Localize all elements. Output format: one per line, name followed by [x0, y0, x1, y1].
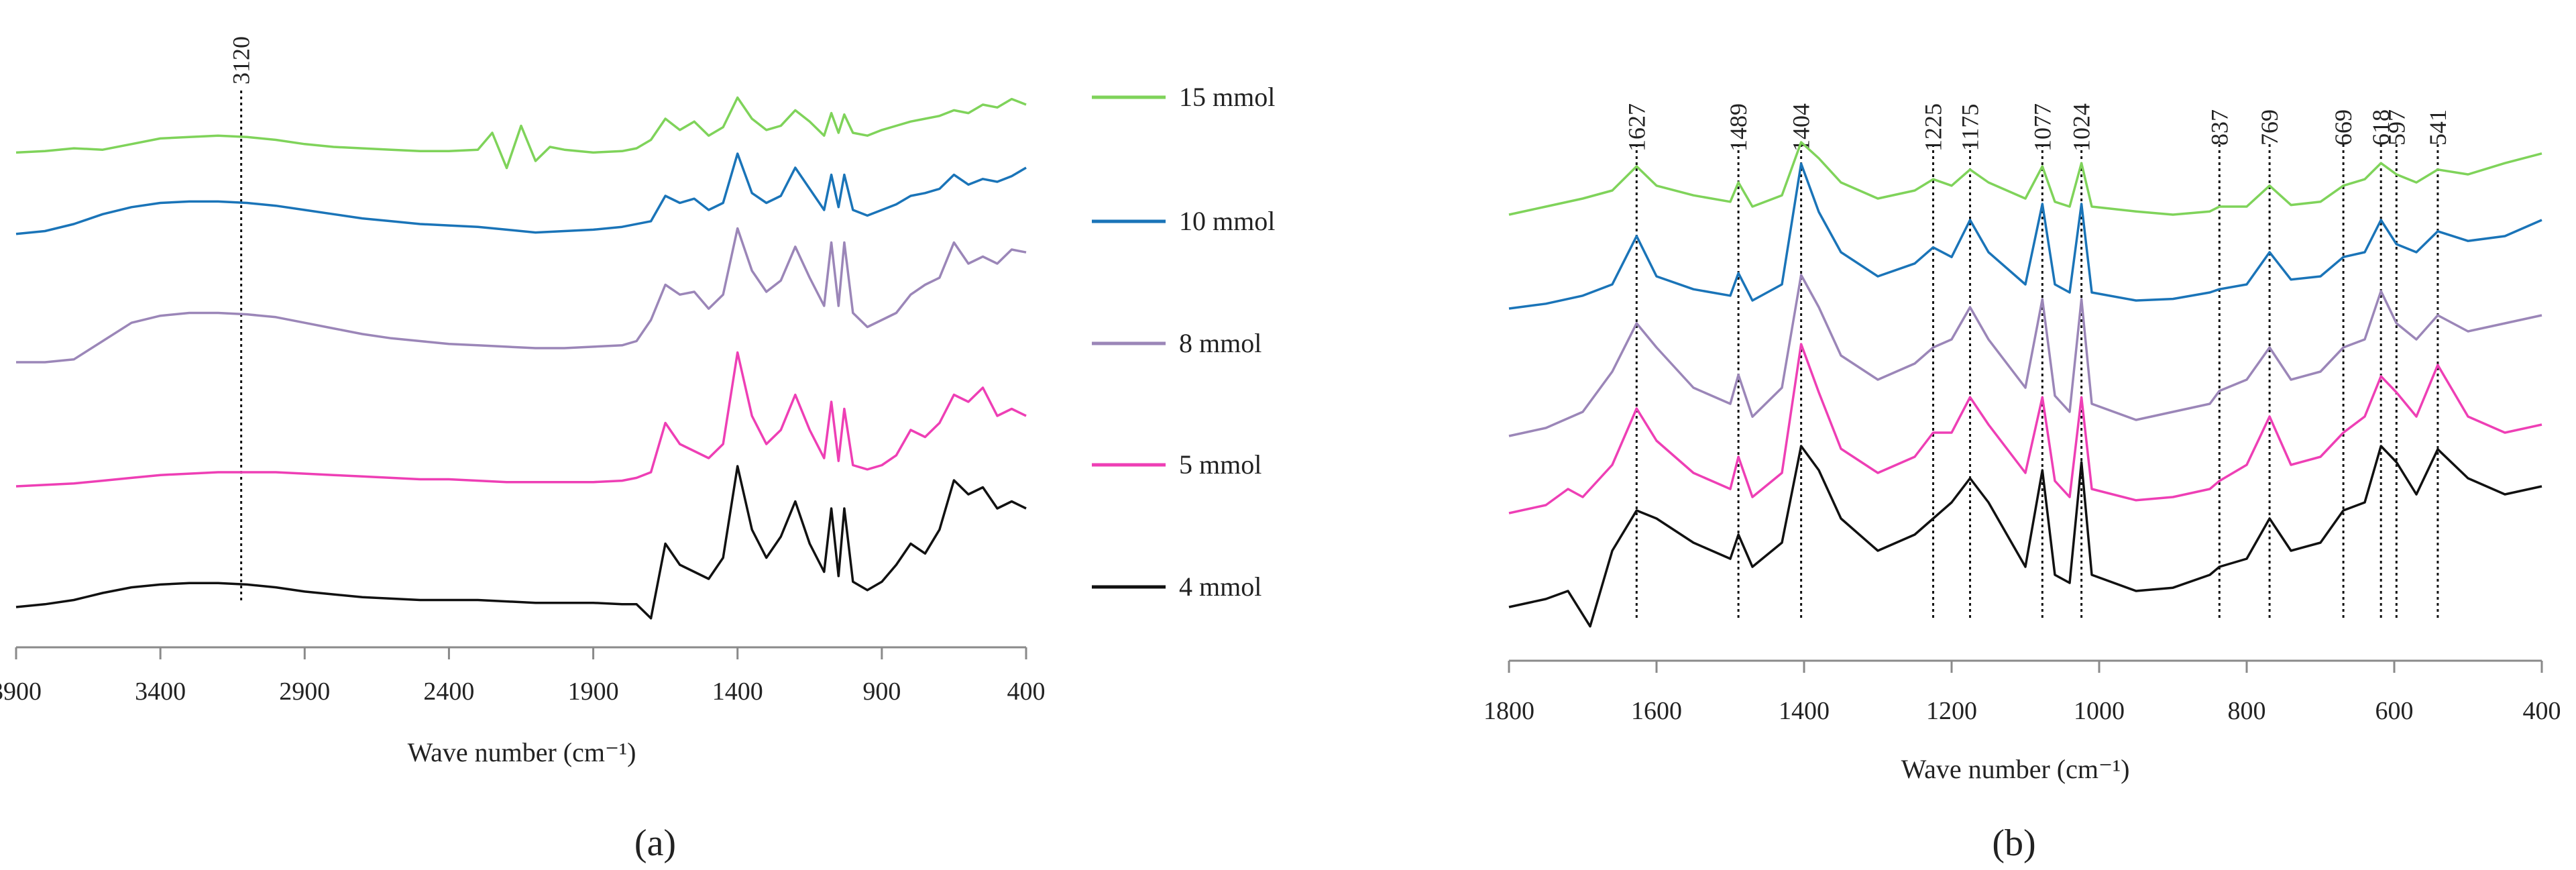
panel-a-x-tick-label: 400: [1007, 677, 1046, 706]
legend-label-8-mmol: 8 mmol: [1179, 328, 1262, 358]
panel-b-x-tick-label: 400: [2523, 697, 2561, 725]
panel-b-annotation-label: 837: [2206, 109, 2233, 146]
panel-a-series-8-mmol: [16, 227, 1027, 364]
panel-b-annotation-label: 541: [2424, 109, 2451, 146]
panel-b-annotation-label: 769: [2256, 109, 2283, 146]
panel-b-annotation-label: 1225: [1920, 103, 1947, 152]
panel-a-x-axis-label: Wave number (cm⁻¹): [408, 737, 636, 767]
panel-b-x-tick-label: 800: [2228, 697, 2266, 725]
legend: 15 mmol 10 mmol 8 mmol 5 mmol 4 mmol: [1092, 82, 1275, 602]
panel-b-x-axis-label: Wave number (cm⁻¹): [1901, 754, 2130, 784]
panel-b-x-tick-label: 1400: [1779, 697, 1830, 725]
panel-a-spectra-chart: 3900 3400 2900 2400 1900 1400 900 400 3120: [0, 36, 1046, 706]
legend-label-5-mmol: 5 mmol: [1179, 449, 1262, 480]
panel-a-series-10-mmol: [15, 152, 1027, 235]
legend-label-15-mmol: 15 mmol: [1179, 82, 1275, 112]
panel-b-label: (b): [1992, 822, 2035, 864]
panel-b-series-10-mmol: [1508, 162, 2542, 310]
panel-b-x-tick-label: 1600: [1631, 697, 1682, 725]
panel-b-annotation-label: 669: [2330, 109, 2357, 146]
panel-b-series-5-mmol: [1508, 343, 2542, 514]
panel-b-x-tick-label: 1200: [1926, 697, 1977, 725]
panel-a-label: (a): [634, 822, 676, 864]
panel-a-x-tick-label: 2900: [279, 677, 330, 706]
panel-b-x-tick-label: 1800: [1483, 697, 1534, 725]
panel-a-series-15-mmol: [15, 96, 1027, 170]
panel-b-series-4-mmol: [1508, 445, 2542, 628]
panel-b-annotation-label: 597: [2383, 109, 2410, 146]
panel-b-series-8-mmol: [1508, 274, 2542, 437]
panel-b-annotation-label: 1489: [1725, 103, 1752, 152]
panel-b-annotation-label: 1175: [1957, 104, 1984, 152]
panel-a-x-tick-label: 3900: [0, 677, 42, 706]
panel-a-series-4-mmol: [15, 465, 1027, 620]
panel-a-x-tick-label: 3400: [135, 677, 186, 706]
panel-a-series-5-mmol: [15, 351, 1027, 488]
panel-a-x-tick-label: 2400: [423, 677, 474, 706]
panel-a-x-tick-label: 1900: [568, 677, 619, 706]
panel-a-x-tick-label: 1400: [712, 677, 763, 706]
panel-b-x-tick-label: 1000: [2074, 697, 2125, 725]
panel-b-series-15-mmol: [1508, 141, 2542, 216]
legend-label-10-mmol: 10 mmol: [1179, 206, 1275, 236]
panel-b-annotation-label: 1077: [2029, 103, 2056, 152]
panel-a-annotation-label: 3120: [228, 36, 255, 85]
legend-label-4-mmol: 4 mmol: [1179, 572, 1262, 602]
panel-a-x-tick-label: 900: [862, 677, 901, 706]
panel-b-x-tick-label: 600: [2375, 697, 2414, 725]
panel-b-annotation-label: 618: [2367, 109, 2394, 146]
panel-b-annotation-label: 1627: [1623, 103, 1650, 152]
panel-b-annotation-label: 1024: [2068, 103, 2095, 152]
